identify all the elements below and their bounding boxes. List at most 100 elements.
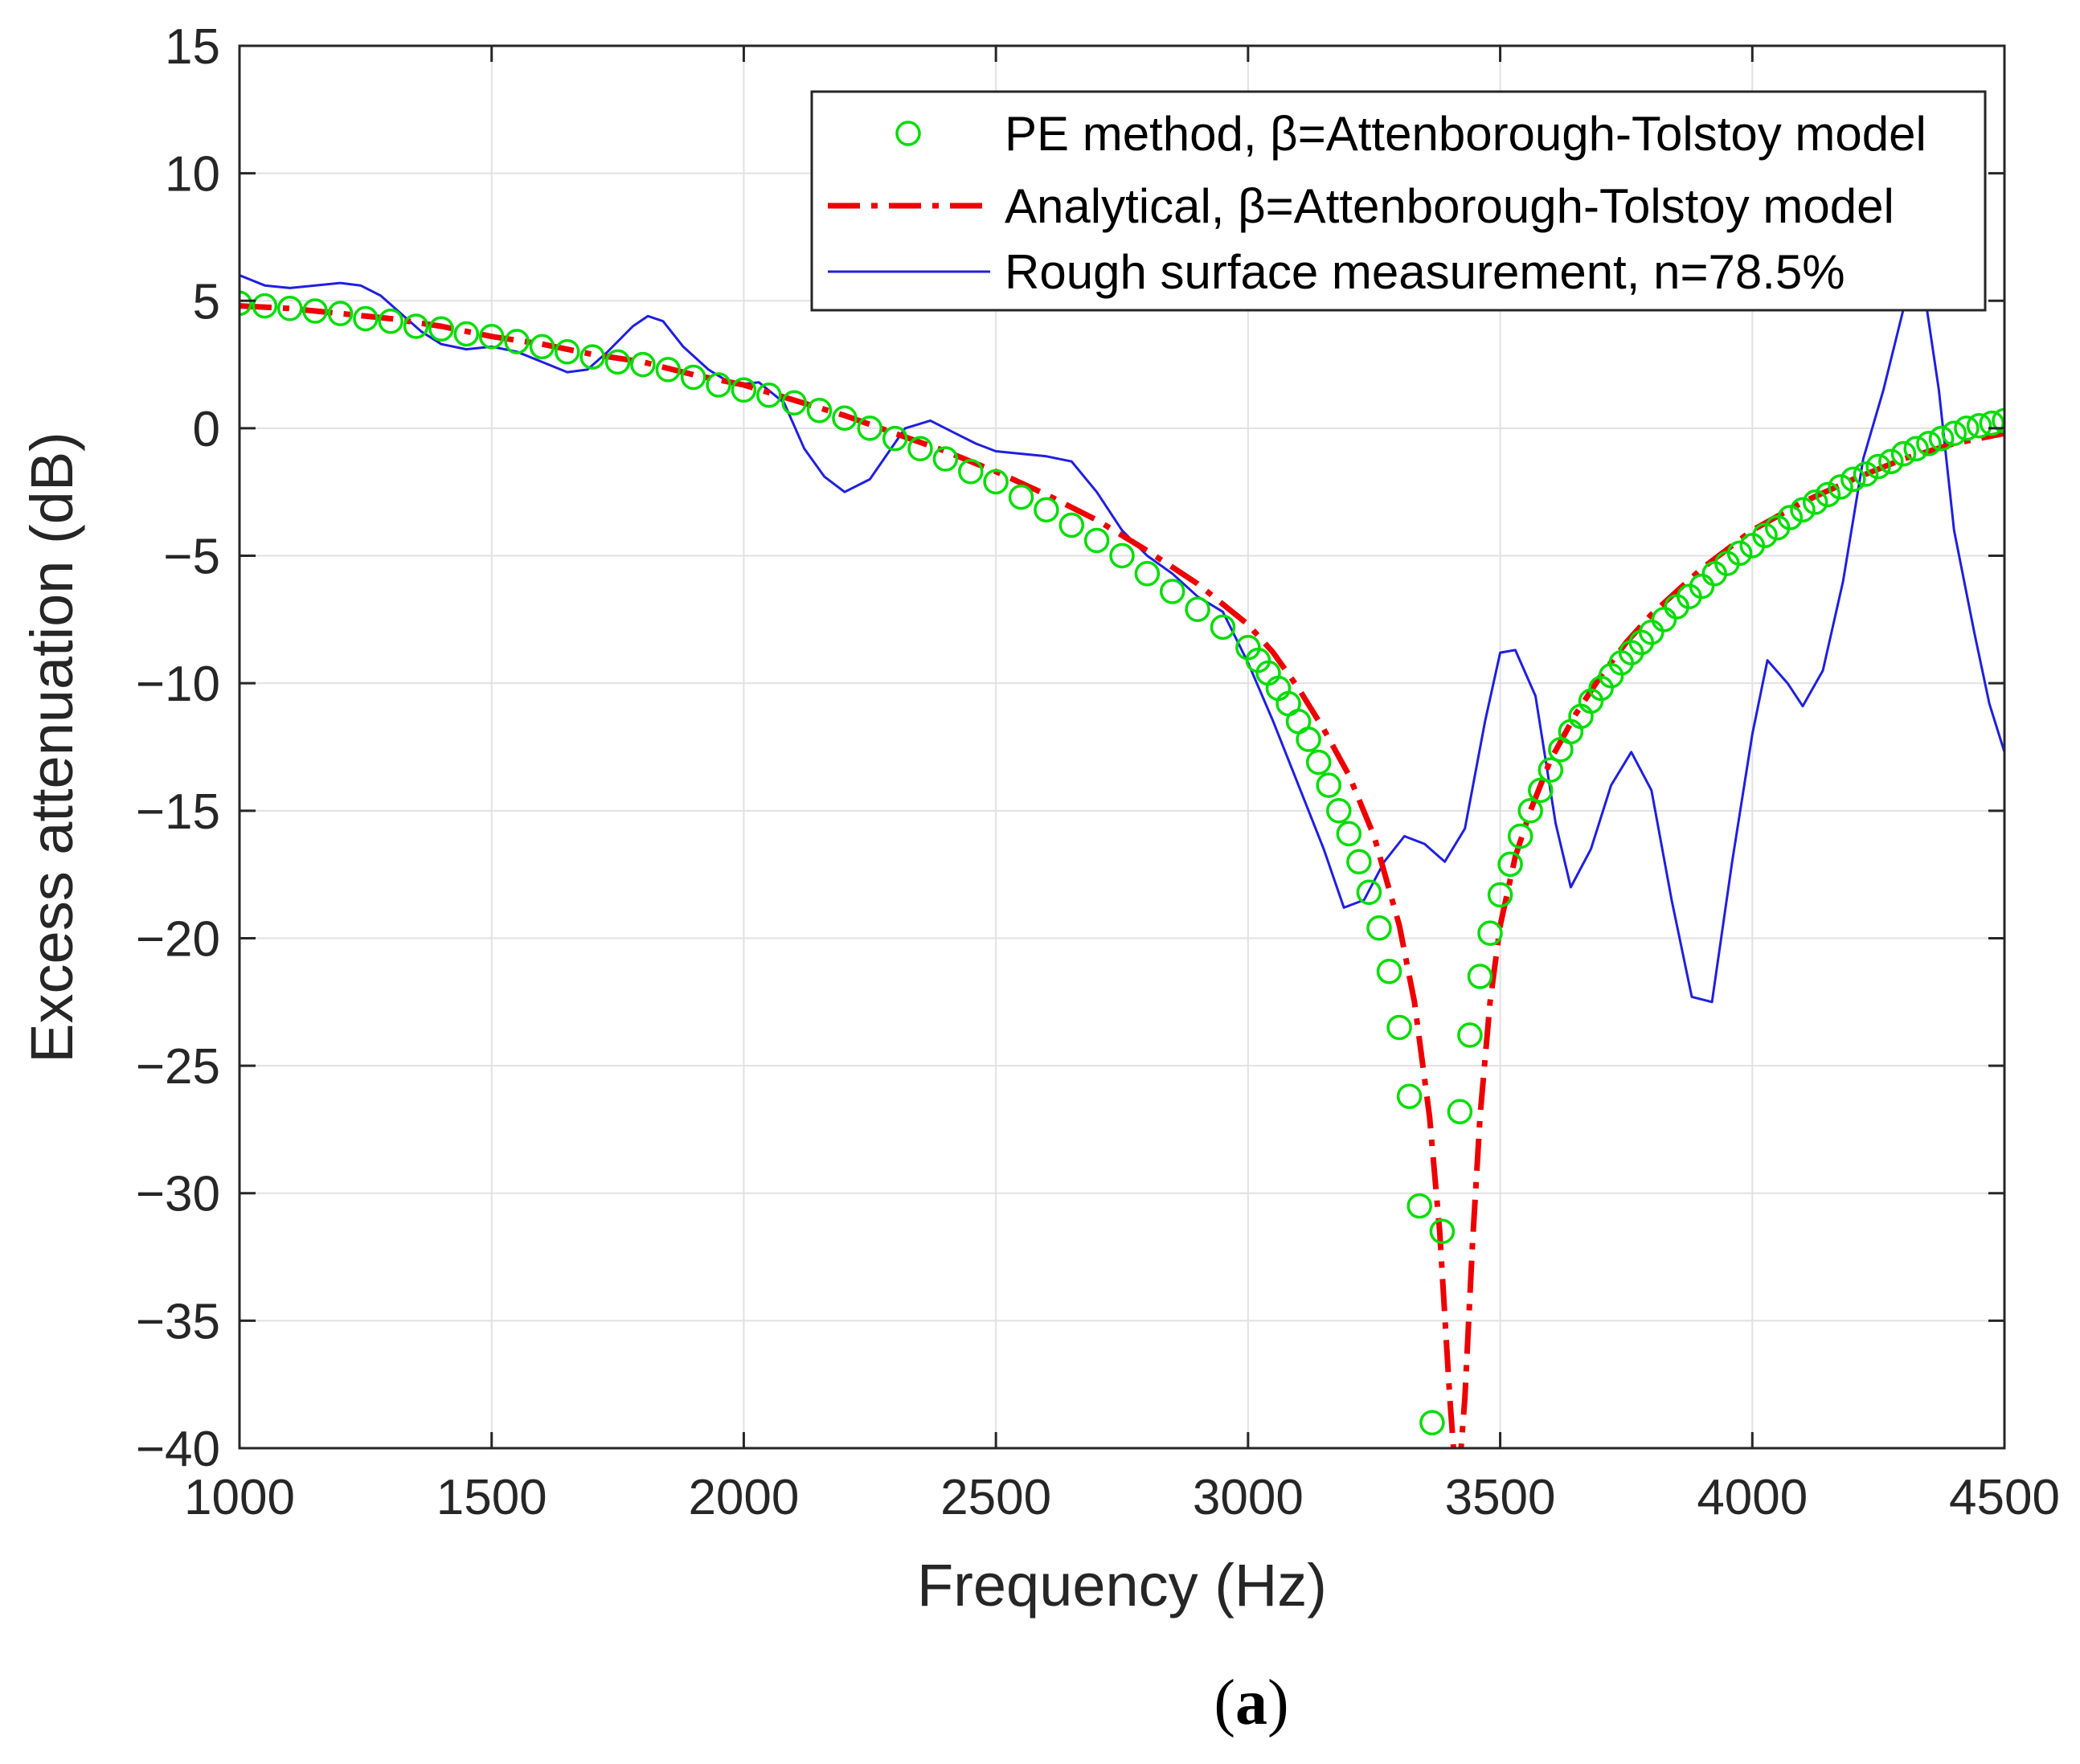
pe-marker [1326, 798, 1352, 824]
pe-marker [630, 351, 656, 378]
y-tick-label: −25 [136, 1039, 220, 1095]
pe-marker [1954, 415, 1980, 441]
y-tick-label: −10 [136, 657, 220, 712]
pe-marker [453, 321, 480, 347]
pe-marker [680, 364, 706, 391]
pe-marker [604, 349, 631, 375]
y-tick-label: −40 [136, 1422, 220, 1477]
pe-marker [302, 298, 328, 324]
pe-marker [1840, 466, 1866, 493]
pe-marker [327, 301, 354, 326]
plot-frame [238, 44, 2006, 1450]
legend: PE method, β=Attenborough-Tolstoy model … [810, 90, 1987, 312]
pe-marker [504, 329, 530, 354]
pe-marker [1752, 522, 1778, 548]
x-tick-label: 2500 [940, 1470, 1051, 1525]
pe-marker [706, 372, 731, 398]
legend-analytical-label: Analytical, β=Attenborough-Tolstoy model [1005, 179, 1894, 233]
pe-marker [1790, 497, 1816, 523]
pe-marker [781, 390, 807, 415]
ticks [238, 44, 2006, 1450]
pe-marker [1356, 879, 1382, 906]
pe-marker [1346, 849, 1372, 875]
pe-marker [1185, 596, 1210, 622]
y-tick-label: −5 [163, 530, 220, 585]
pe-marker [1419, 1410, 1445, 1436]
pe-marker [1517, 798, 1543, 824]
pe-marker [1134, 561, 1161, 587]
pe-marker [1210, 614, 1236, 641]
y-tick-label: 15 [165, 19, 220, 75]
pe-marker [353, 305, 379, 332]
pe-marker [1396, 1083, 1423, 1109]
pe-marker [1083, 527, 1110, 554]
x-tick-label: 1500 [436, 1470, 547, 1525]
pe-marker [1487, 882, 1513, 908]
pe-marker [1058, 512, 1085, 538]
y-tick-label: −30 [136, 1167, 220, 1222]
pe-marker [1853, 461, 1879, 487]
y-axis-label: Excess attenuation (dB) [18, 432, 85, 1063]
pe-marker [1366, 915, 1392, 941]
pe-marker [1992, 407, 2004, 434]
rough-surface-line [240, 274, 2004, 1004]
pe-marker [378, 308, 403, 334]
x-tick-label: 3500 [1445, 1470, 1556, 1525]
pe-marker [907, 436, 933, 462]
pe-marker [1777, 505, 1804, 530]
caption-open-paren: ( [1214, 1668, 1235, 1738]
pe-marker [1828, 474, 1853, 500]
pe-marker [1109, 542, 1135, 569]
pe-marker [1376, 958, 1402, 984]
pe-marker [428, 316, 454, 342]
pe-marker [555, 338, 580, 365]
pe-marker [1941, 420, 1967, 447]
x-tick-label: 2000 [688, 1470, 799, 1525]
pe-marker [882, 425, 908, 452]
pe-marker [1296, 726, 1321, 752]
pe-marker [1477, 920, 1503, 946]
x-tick-label: 1000 [184, 1470, 295, 1525]
pe-marker [1878, 448, 1904, 474]
pe-marker [1639, 619, 1664, 645]
pe-marker [529, 334, 555, 360]
pe-marker [1726, 540, 1753, 567]
pe-marker [1802, 489, 1828, 515]
pe-marker [806, 397, 833, 424]
pe-marker [579, 344, 605, 370]
pe-marker [1429, 1218, 1456, 1245]
x-axis-label: Frequency (Hz) [917, 1552, 1327, 1619]
pe-marker [1528, 777, 1554, 804]
x-tick-label: 3000 [1193, 1470, 1304, 1525]
pe-marker [958, 459, 984, 485]
pe-marker [1916, 431, 1942, 456]
pe-marker [1447, 1099, 1473, 1124]
x-tick-label: 4500 [1949, 1470, 2060, 1525]
legend-box [810, 90, 1987, 312]
pe-marker [1928, 425, 1955, 452]
pe-marker [1034, 497, 1059, 523]
pe-marker [1406, 1193, 1432, 1219]
pe-marker [1467, 964, 1493, 989]
tick-labels: 1000 1500 2000 2500 3000 3500 4000 4500 15 10 5 0 −5… [136, 19, 2060, 1525]
pe-marker [1966, 412, 1992, 439]
pe-marker [1305, 749, 1332, 776]
pe-marker [1457, 1022, 1483, 1048]
y-tick-label: 10 [165, 147, 220, 203]
y-tick-label: 0 [193, 402, 220, 457]
pe-marker [731, 377, 757, 403]
pe-marker [478, 323, 505, 350]
caption-letter: a [1235, 1668, 1267, 1738]
pe-marker [252, 293, 278, 319]
pe-marker [832, 405, 858, 431]
y-tick-label: −35 [136, 1294, 220, 1349]
pe-marker [857, 415, 883, 441]
pe-marker [932, 446, 959, 472]
pe-marker [1979, 410, 2004, 436]
pe-marker [1903, 436, 1929, 462]
pe-marker [1890, 440, 1917, 467]
pe-marker [1336, 821, 1362, 847]
pe-marker [240, 290, 252, 317]
pe-marker [403, 313, 429, 339]
